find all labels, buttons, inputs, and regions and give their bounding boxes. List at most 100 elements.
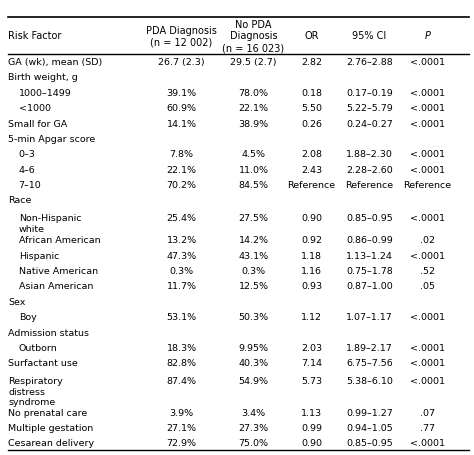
Text: 5-min Apgar score: 5-min Apgar score	[9, 135, 96, 144]
Text: Hispanic: Hispanic	[18, 251, 59, 260]
Text: 11.7%: 11.7%	[166, 282, 197, 291]
Text: 78.0%: 78.0%	[238, 89, 268, 97]
Text: <.0001: <.0001	[410, 359, 445, 368]
Text: Birth weight, g: Birth weight, g	[9, 73, 78, 82]
Text: 14.1%: 14.1%	[166, 119, 197, 128]
Text: 0.3%: 0.3%	[169, 267, 193, 275]
Text: 5.73: 5.73	[301, 376, 322, 385]
Text: 27.5%: 27.5%	[238, 213, 268, 222]
Text: .77: .77	[420, 423, 435, 432]
Text: Admission status: Admission status	[9, 328, 90, 337]
Text: <.0001: <.0001	[410, 150, 445, 159]
Text: 5.22–5.79: 5.22–5.79	[346, 104, 393, 113]
Text: 25.4%: 25.4%	[166, 213, 197, 222]
Text: <.0001: <.0001	[410, 343, 445, 352]
Text: 0.17–0.19: 0.17–0.19	[346, 89, 393, 97]
Text: African American: African American	[18, 236, 100, 245]
Text: .02: .02	[420, 236, 435, 245]
Text: 18.3%: 18.3%	[166, 343, 197, 352]
Text: Risk Factor: Risk Factor	[9, 31, 62, 41]
Text: 1.13–1.24: 1.13–1.24	[346, 251, 393, 260]
Text: 7–10: 7–10	[18, 181, 41, 190]
Text: <.0001: <.0001	[410, 213, 445, 222]
Text: 0.90: 0.90	[301, 438, 322, 447]
Text: 0.18: 0.18	[301, 89, 322, 97]
Text: <.0001: <.0001	[410, 251, 445, 260]
Text: 1.13: 1.13	[301, 408, 322, 417]
Text: 22.1%: 22.1%	[238, 104, 268, 113]
Text: <.0001: <.0001	[410, 313, 445, 322]
Text: 0.99: 0.99	[301, 423, 322, 432]
Text: GA (wk), mean (SD): GA (wk), mean (SD)	[9, 58, 103, 67]
Text: 1.89–2.17: 1.89–2.17	[346, 343, 393, 352]
Text: <.0001: <.0001	[410, 58, 445, 67]
Text: 2.03: 2.03	[301, 343, 322, 352]
Text: No PDA
Diagnosis
(n = 16 023): No PDA Diagnosis (n = 16 023)	[222, 20, 284, 53]
Text: Small for GA: Small for GA	[9, 119, 68, 128]
Text: 2.08: 2.08	[301, 150, 322, 159]
Text: <1000: <1000	[18, 104, 51, 113]
Text: 3.4%: 3.4%	[241, 408, 265, 417]
Text: 38.9%: 38.9%	[238, 119, 269, 128]
Text: Outborn: Outborn	[18, 343, 57, 352]
Text: <.0001: <.0001	[410, 89, 445, 97]
Text: 2.76–2.88: 2.76–2.88	[346, 58, 393, 67]
Text: 0.99–1.27: 0.99–1.27	[346, 408, 393, 417]
Text: 27.1%: 27.1%	[166, 423, 197, 432]
Text: 5.50: 5.50	[301, 104, 322, 113]
Text: 2.82: 2.82	[301, 58, 322, 67]
Text: 7.8%: 7.8%	[170, 150, 193, 159]
Text: 9.95%: 9.95%	[238, 343, 268, 352]
Text: 0.93: 0.93	[301, 282, 322, 291]
Text: 87.4%: 87.4%	[166, 376, 197, 385]
Text: 72.9%: 72.9%	[166, 438, 197, 447]
Text: Reference: Reference	[288, 181, 336, 190]
Text: 27.3%: 27.3%	[238, 423, 269, 432]
Text: 70.2%: 70.2%	[166, 181, 197, 190]
Text: <.0001: <.0001	[410, 119, 445, 128]
Text: 1.12: 1.12	[301, 313, 322, 322]
Text: 7.14: 7.14	[301, 359, 322, 368]
Text: Multiple gestation: Multiple gestation	[9, 423, 94, 432]
Text: 26.7 (2.3): 26.7 (2.3)	[158, 58, 205, 67]
Text: 1.07–1.17: 1.07–1.17	[346, 313, 393, 322]
Text: .52: .52	[420, 267, 435, 275]
Text: <.0001: <.0001	[410, 376, 445, 385]
Text: 1.16: 1.16	[301, 267, 322, 275]
Text: .05: .05	[420, 282, 435, 291]
Text: Cesarean delivery: Cesarean delivery	[9, 438, 95, 447]
Text: 2.43: 2.43	[301, 165, 322, 174]
Text: 40.3%: 40.3%	[238, 359, 269, 368]
Text: 1.88–2.30: 1.88–2.30	[346, 150, 393, 159]
Text: 0.86–0.99: 0.86–0.99	[346, 236, 393, 245]
Text: 1000–1499: 1000–1499	[18, 89, 72, 97]
Text: <.0001: <.0001	[410, 165, 445, 174]
Text: 22.1%: 22.1%	[166, 165, 197, 174]
Text: 50.3%: 50.3%	[238, 313, 269, 322]
Text: 39.1%: 39.1%	[166, 89, 197, 97]
Text: P: P	[425, 31, 430, 41]
Text: Non-Hispanic
white: Non-Hispanic white	[18, 213, 81, 233]
Text: Reference: Reference	[346, 181, 394, 190]
Text: <.0001: <.0001	[410, 104, 445, 113]
Text: 14.2%: 14.2%	[238, 236, 268, 245]
Text: 54.9%: 54.9%	[238, 376, 268, 385]
Text: 82.8%: 82.8%	[166, 359, 197, 368]
Text: Asian American: Asian American	[18, 282, 93, 291]
Text: 53.1%: 53.1%	[166, 313, 197, 322]
Text: Boy: Boy	[18, 313, 36, 322]
Text: 0.3%: 0.3%	[241, 267, 265, 275]
Text: Race: Race	[9, 196, 32, 205]
Text: 0.85–0.95: 0.85–0.95	[346, 438, 393, 447]
Text: 60.9%: 60.9%	[166, 104, 197, 113]
Text: 6.75–7.56: 6.75–7.56	[346, 359, 393, 368]
Text: 0.90: 0.90	[301, 213, 322, 222]
Text: 0.26: 0.26	[301, 119, 322, 128]
Text: No prenatal care: No prenatal care	[9, 408, 88, 417]
Text: 5.38–6.10: 5.38–6.10	[346, 376, 393, 385]
Text: 4–6: 4–6	[18, 165, 36, 174]
Text: 0.75–1.78: 0.75–1.78	[346, 267, 393, 275]
Text: 29.5 (2.7): 29.5 (2.7)	[230, 58, 277, 67]
Text: Reference: Reference	[404, 181, 452, 190]
Text: 47.3%: 47.3%	[166, 251, 197, 260]
